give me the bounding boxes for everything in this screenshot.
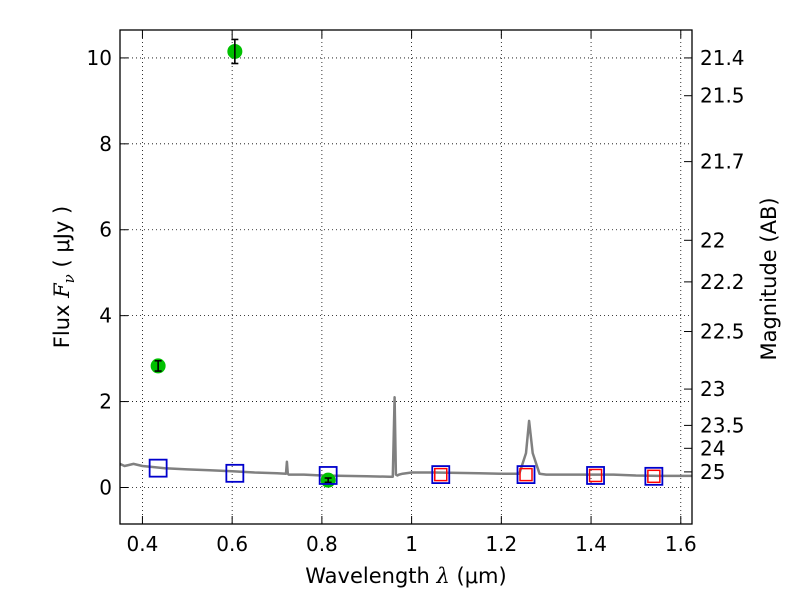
x-axis-title-pre: Wavelength bbox=[305, 564, 436, 588]
y2-axis-title: Magnitude (AB) bbox=[757, 197, 781, 360]
x-tick-label-0: 0.4 bbox=[127, 532, 159, 556]
model-square-1 bbox=[225, 463, 245, 483]
model-square-6 bbox=[644, 466, 664, 486]
model-square-0 bbox=[148, 458, 168, 478]
x-tick-label-5: 1.4 bbox=[575, 532, 607, 556]
y-axis-title-post: ( μJy ) bbox=[50, 206, 74, 274]
y-tick-label-5: 10 bbox=[87, 46, 112, 70]
y-axis-title: Flux Fν ( μJy ) bbox=[50, 206, 78, 348]
mag-tick-label-9: 25 bbox=[700, 460, 725, 484]
mag-tick-label-7: 23.5 bbox=[700, 413, 745, 437]
y-tick-label-0: 0 bbox=[99, 475, 112, 499]
spectrum-line bbox=[119, 396, 692, 478]
mag-tick-label-5: 22.5 bbox=[700, 320, 745, 344]
mag-tick-label-3: 22 bbox=[700, 228, 725, 252]
x-tick-label-6: 1.6 bbox=[665, 532, 697, 556]
mag-tick-label-4: 22.2 bbox=[700, 270, 745, 294]
x-axis-title-symbol: λ bbox=[436, 564, 450, 588]
y-axis-title-symbol: F bbox=[50, 282, 74, 299]
x-axis-title-post: (μm) bbox=[450, 564, 507, 588]
plot-frame bbox=[119, 29, 693, 525]
x-tick-label-4: 1.2 bbox=[485, 532, 517, 556]
x-tick-label-3: 1 bbox=[405, 532, 418, 556]
model-square-2 bbox=[318, 466, 338, 485]
y-tick-label-2: 4 bbox=[99, 304, 112, 328]
x-tick-label-1: 0.6 bbox=[216, 532, 248, 556]
y-axis-title-pre: Flux bbox=[50, 298, 74, 348]
mag-tick-label-8: 24 bbox=[700, 436, 725, 460]
mag-tick-label-2: 21.7 bbox=[700, 150, 745, 174]
mag-tick-label-6: 23 bbox=[700, 377, 725, 401]
filter-square-2 bbox=[588, 468, 603, 483]
filter-square-3 bbox=[647, 469, 661, 484]
plot-area bbox=[119, 38, 692, 488]
mag-tick-label-1: 21.5 bbox=[700, 84, 745, 108]
x-axis-title: Wavelength λ (μm) bbox=[305, 564, 506, 588]
x-tick-label-2: 0.8 bbox=[306, 532, 338, 556]
grid-lines bbox=[120, 30, 692, 524]
model-square-5 bbox=[586, 466, 605, 485]
y-tick-label-4: 8 bbox=[99, 132, 112, 156]
y-tick-label-3: 6 bbox=[99, 218, 112, 242]
y-axis-title-subscript: ν bbox=[60, 274, 78, 283]
model-square-3 bbox=[431, 465, 451, 485]
filter-square-1 bbox=[519, 467, 533, 482]
mag-tick-label-0: 21.4 bbox=[700, 46, 745, 70]
filter-square-0 bbox=[434, 467, 448, 482]
model-square-4 bbox=[516, 465, 536, 485]
axis-ticks bbox=[120, 30, 692, 524]
y-tick-label-1: 2 bbox=[99, 390, 112, 414]
